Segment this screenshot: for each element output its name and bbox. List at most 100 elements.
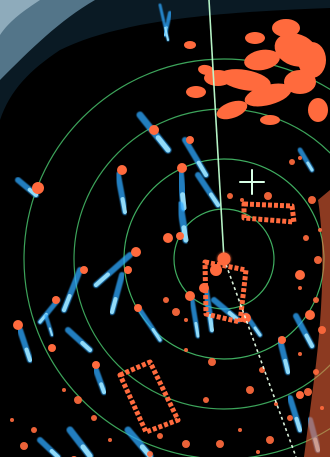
clutter-echo [108, 438, 112, 442]
land-echo [186, 86, 206, 98]
range-ring-4 [23, 58, 330, 457]
clutter-echo [62, 388, 66, 392]
target-echo [134, 304, 142, 312]
clutter-echo [256, 450, 260, 454]
clutter-echo [31, 427, 37, 433]
target-trail-head [62, 294, 72, 312]
echo-box [117, 359, 181, 435]
clutter-echo [318, 228, 322, 232]
target-trail-head [27, 187, 38, 197]
clutter-echo [172, 308, 180, 316]
target-echo [305, 310, 315, 320]
target-echo [149, 125, 159, 135]
target-echo [186, 136, 194, 144]
land-echo [245, 32, 265, 44]
target-echo [176, 232, 184, 240]
own-ship-dot-icon [217, 252, 231, 266]
clutter-echo [314, 256, 322, 264]
target-echo [163, 233, 173, 243]
target-echo [13, 320, 23, 330]
land-echo [272, 19, 300, 37]
target-echo [185, 291, 195, 301]
outer-frame [0, 0, 330, 120]
land-echo [260, 115, 280, 125]
clutter-echo [289, 159, 295, 165]
target-trail-head [196, 160, 208, 177]
target-trail-head [80, 341, 92, 352]
clutter-echo [298, 156, 302, 160]
target-echo [117, 165, 127, 175]
clutter-echo [20, 442, 28, 450]
target-trail-head [306, 161, 314, 172]
clutter-echo [298, 352, 302, 356]
land-echo [216, 100, 248, 120]
target-echo [48, 344, 56, 352]
clutter-echo [308, 196, 316, 204]
clutter-echo [184, 318, 188, 322]
target-echo [92, 361, 100, 369]
clutter-echo [240, 198, 244, 202]
heading-line [208, 0, 225, 260]
target-echo [177, 163, 187, 173]
clutter-echo [313, 297, 319, 303]
target-echo [124, 266, 132, 274]
target-trail-head [151, 328, 162, 342]
clutter-echo [157, 433, 163, 439]
clutter-echo [287, 415, 293, 421]
edge-clutter [304, 190, 330, 457]
clutter-echo [298, 286, 302, 290]
target-trail-head [294, 416, 302, 432]
clutter-echo [163, 297, 169, 303]
range-rings [23, 58, 330, 457]
target-trail-head [110, 297, 118, 314]
clutter-echo [184, 348, 188, 352]
target-echo [296, 391, 304, 399]
target-echo [52, 296, 60, 304]
land-echo [244, 49, 280, 71]
land-echo [184, 41, 196, 49]
target-trails [15, 3, 321, 457]
clutter-echo [91, 415, 97, 421]
target-trail-head [253, 326, 262, 337]
target-trail-head [164, 26, 169, 41]
clutter-echo [304, 388, 312, 396]
target-trail-head [24, 347, 32, 362]
target-trail-head [209, 192, 220, 207]
target-trail-head [283, 358, 290, 374]
clutter-echo [227, 193, 233, 199]
clutter-echo [216, 440, 224, 448]
target-trail-head [94, 272, 110, 287]
target-trail-head [180, 192, 187, 211]
target-trail-head [99, 382, 106, 394]
target-trail-head [49, 449, 60, 457]
land-echo [198, 64, 214, 76]
target-echo [278, 336, 286, 344]
target-trail-head [48, 327, 53, 336]
clutter-echo [274, 402, 278, 406]
clutter-echo [266, 436, 274, 444]
range-ring-3 [73, 108, 330, 410]
clutter-echo [264, 192, 272, 200]
clutter-echo [74, 396, 82, 404]
crosshair-icon [239, 169, 265, 195]
ebl-dashed-line [223, 258, 297, 457]
target-trail-head [207, 314, 214, 332]
target-trail-head [155, 135, 171, 153]
clutter-echo [203, 397, 209, 403]
target-echo [295, 270, 305, 280]
clutter-echo [147, 451, 153, 457]
clutter-echo [238, 428, 242, 432]
target-echo [32, 182, 44, 194]
target-echoes [10, 19, 330, 457]
target-trail-head [80, 444, 93, 457]
land-echo [298, 42, 326, 78]
target-trail-head [304, 333, 314, 348]
clutter-echo [182, 440, 190, 448]
target-echo [80, 266, 88, 274]
echo-box [241, 201, 297, 225]
clutter-echo [303, 235, 309, 241]
land-echo [244, 83, 292, 107]
clutter-echo [208, 358, 216, 366]
